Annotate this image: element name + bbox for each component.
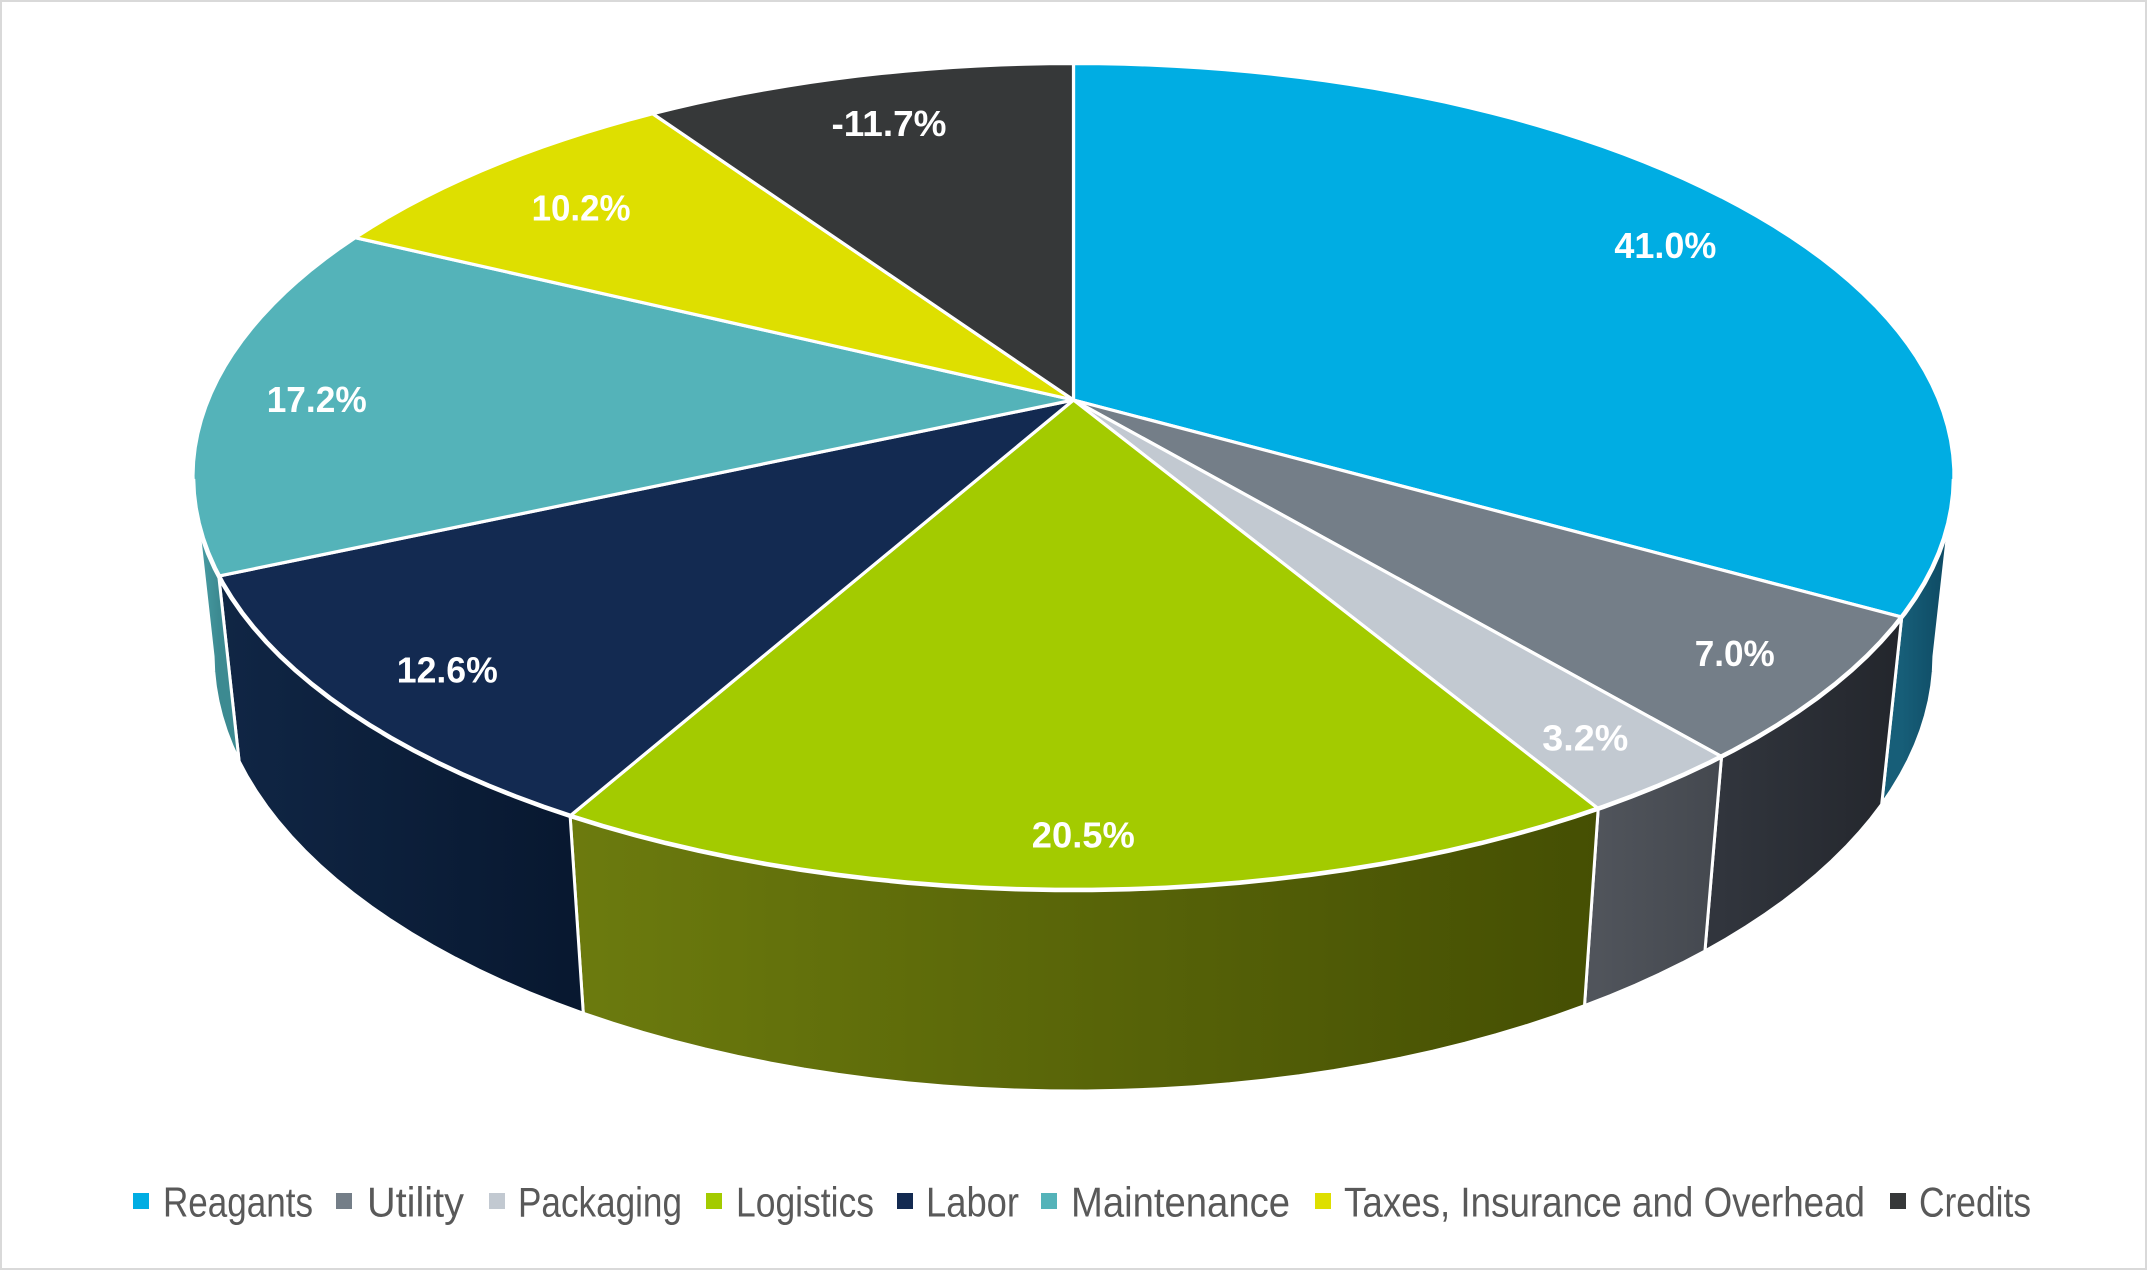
svg-text:-11.7%: -11.7% bbox=[832, 103, 947, 144]
svg-text:3.2%: 3.2% bbox=[1542, 718, 1628, 759]
svg-text:12.6%: 12.6% bbox=[397, 650, 498, 691]
svg-text:17.2%: 17.2% bbox=[267, 379, 367, 420]
svg-text:Utility: Utility bbox=[367, 1179, 464, 1226]
svg-text:Logistics: Logistics bbox=[736, 1179, 874, 1226]
svg-text:Labor: Labor bbox=[926, 1179, 1019, 1226]
svg-text:Taxes, Insurance and Overhead: Taxes, Insurance and Overhead bbox=[1344, 1179, 1865, 1226]
svg-text:10.2%: 10.2% bbox=[532, 187, 631, 228]
svg-text:Credits: Credits bbox=[1919, 1179, 2031, 1226]
svg-text:7.0%: 7.0% bbox=[1695, 633, 1775, 674]
svg-text:20.5%: 20.5% bbox=[1032, 815, 1135, 856]
svg-text:41.0%: 41.0% bbox=[1614, 225, 1716, 266]
svg-text:Packaging: Packaging bbox=[518, 1179, 682, 1226]
svg-text:Maintenance: Maintenance bbox=[1071, 1179, 1290, 1226]
svg-text:Reagants: Reagants bbox=[163, 1179, 313, 1226]
